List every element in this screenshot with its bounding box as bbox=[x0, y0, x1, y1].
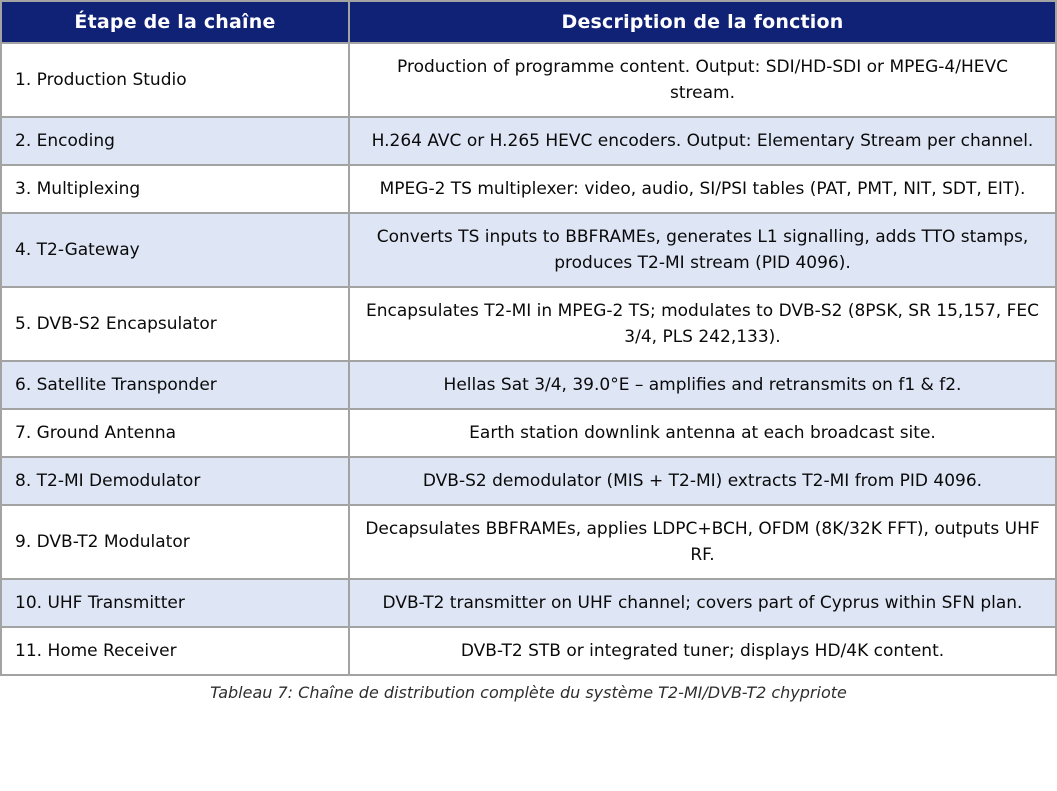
stage-cell: 5. DVB-S2 Encapsulator bbox=[0, 286, 350, 362]
table-header-row: Étape de la chaîne Description de la fon… bbox=[0, 0, 1057, 44]
stage-cell: 3. Multiplexing bbox=[0, 164, 350, 214]
stage-cell: 4. T2-Gateway bbox=[0, 212, 350, 288]
table-row: 11. Home Receiver DVB-T2 STB or integrate… bbox=[0, 626, 1057, 676]
stage-cell: 1. Production Studio bbox=[0, 42, 350, 118]
column-header-description: Description de la fonction bbox=[348, 0, 1057, 44]
table-row: 3. Multiplexing MPEG-2 TS multiplexer: vi… bbox=[0, 164, 1057, 214]
table-row: 7. Ground Antenna Earth station downlink … bbox=[0, 408, 1057, 458]
table-caption: Tableau 7: Chaîne de distribution complè… bbox=[210, 683, 847, 702]
stage-cell: 8. T2-MI Demodulator bbox=[0, 456, 350, 506]
description-cell: DVB-T2 STB or integrated tuner; displays… bbox=[348, 626, 1057, 676]
table-row: 6. Satellite Transponder Hellas Sat 3/4, … bbox=[0, 360, 1057, 410]
description-cell: H.264 AVC or H.265 HEVC encoders. Output… bbox=[348, 116, 1057, 166]
distribution-chain-table: Étape de la chaîne Description de la fon… bbox=[0, 0, 1057, 676]
document-page: Étape de la chaîne Description de la fon… bbox=[0, 0, 1057, 702]
table-row: 9. DVB-T2 Modulator Decapsulates BBFRAMEs… bbox=[0, 504, 1057, 580]
table-row: 5. DVB-S2 Encapsulator Encapsulates T2-MI… bbox=[0, 286, 1057, 362]
table-row: 10. UHF Transmitter DVB-T2 transmitter on… bbox=[0, 578, 1057, 628]
description-cell: Earth station downlink antenna at each b… bbox=[348, 408, 1057, 458]
description-cell: MPEG-2 TS multiplexer: video, audio, SI/… bbox=[348, 164, 1057, 214]
stage-cell: 11. Home Receiver bbox=[0, 626, 350, 676]
description-cell: Encapsulates T2-MI in MPEG-2 TS; modulat… bbox=[348, 286, 1057, 362]
description-cell: Decapsulates BBFRAMEs, applies LDPC+BCH,… bbox=[348, 504, 1057, 580]
description-cell: Production of programme content. Output:… bbox=[348, 42, 1057, 118]
stage-cell: 2. Encoding bbox=[0, 116, 350, 166]
stage-cell: 6. Satellite Transponder bbox=[0, 360, 350, 410]
description-cell: Hellas Sat 3/4, 39.0°E – amplifies and r… bbox=[348, 360, 1057, 410]
table-row: 2. Encoding H.264 AVC or H.265 HEVC encod… bbox=[0, 116, 1057, 166]
description-cell: DVB-S2 demodulator (MIS + T2-MI) extract… bbox=[348, 456, 1057, 506]
stage-cell: 7. Ground Antenna bbox=[0, 408, 350, 458]
table-body: 1. Production Studio Production of progra… bbox=[0, 42, 1057, 676]
table-row: 4. T2-Gateway Converts TS inputs to BBFRA… bbox=[0, 212, 1057, 288]
column-header-stage: Étape de la chaîne bbox=[0, 0, 350, 44]
description-cell: Converts TS inputs to BBFRAMEs, generate… bbox=[348, 212, 1057, 288]
table-row: 1. Production Studio Production of progra… bbox=[0, 42, 1057, 118]
stage-cell: 9. DVB-T2 Modulator bbox=[0, 504, 350, 580]
stage-cell: 10. UHF Transmitter bbox=[0, 578, 350, 628]
description-cell: DVB-T2 transmitter on UHF channel; cover… bbox=[348, 578, 1057, 628]
table-row: 8. T2-MI Demodulator DVB-S2 demodulator (… bbox=[0, 456, 1057, 506]
